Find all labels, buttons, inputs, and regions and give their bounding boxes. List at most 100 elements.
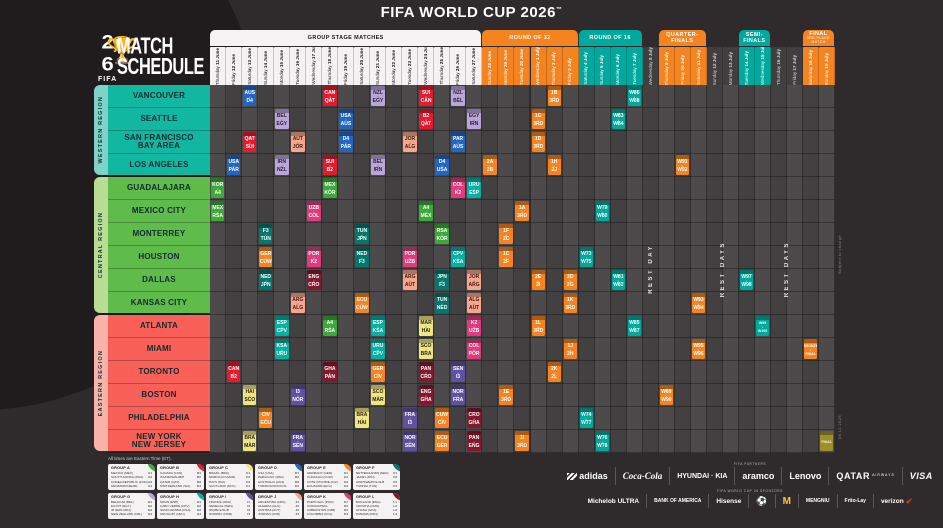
team-code-away: BEL [453, 98, 464, 105]
team-code-home: ESP [372, 319, 383, 326]
date-header-text: Monday 22 June [391, 50, 397, 85]
team-code-away: F3 [439, 282, 445, 289]
team-code-home: W89 [661, 388, 672, 395]
match-cell-usa-aus: USA v AUS [339, 109, 353, 130]
legend-card-group-g: GROUP G BELGIUM (BEL) G1 EGYPT (EGY) G2 IR IR… [108, 492, 155, 519]
versus-mark: v [216, 210, 219, 215]
grid-column [802, 85, 819, 453]
band-label-text: ROUND OF 16 [589, 34, 631, 41]
team-code-away: ALG [404, 144, 416, 151]
team-code-away: AUT [468, 305, 480, 312]
legend-team-row: SENEGAL (SEN) I2 [209, 503, 250, 508]
date-header-28-june: Sunday 28 June [482, 47, 499, 85]
team-code-away: 3RD [533, 121, 544, 128]
grid-column [754, 85, 771, 453]
band-label-r32: ROUND OF 32 [509, 35, 550, 41]
band-qf: QUARTER-FINALS [658, 30, 706, 46]
versus-mark: v [297, 141, 299, 146]
legend-team-row: NETHERLANDS (NED) F1 [356, 471, 397, 475]
versus-mark: v [745, 279, 748, 284]
date-header-text: Thursday 2 July [551, 51, 557, 85]
match-time-strip [259, 408, 273, 412]
fifa-partners-label: FIFA PARTNERS [733, 462, 767, 466]
date-header-text: Saturday 20 June [359, 48, 365, 85]
match-time-strip [243, 431, 257, 435]
match-cell-sen-i3: SEN v I3 [451, 362, 465, 383]
match-cell-arg-aut: ARG v AUT [403, 270, 417, 291]
fifa-26-trophy-mark: 2 🏆 6 FIFA [98, 30, 139, 83]
versus-mark: v [521, 210, 523, 215]
match-time-strip [419, 109, 433, 113]
versus-mark: v [265, 256, 267, 261]
versus-mark: v [585, 417, 588, 422]
versus-mark: v [473, 279, 475, 284]
versus-mark: v [633, 325, 636, 330]
team-code-home: 2A [486, 158, 494, 165]
team-code-away: UZB [404, 259, 416, 266]
match-cell-nor-fra: NOR v FRA [451, 385, 465, 406]
sponsor-area: FIFA PARTNERS adidas Coca-Cola HYUNDAI · K… [560, 462, 940, 508]
date-header-text: Tuesday 14 July [743, 50, 749, 85]
band-label-text: ROUND OF 32 [509, 34, 551, 41]
team-code-home: PAN [420, 365, 432, 372]
match-cell-cro-gha: CRO v GHA [467, 408, 481, 429]
grid-column [530, 85, 547, 453]
match-cell-1f-2c: 1F v 2C [499, 224, 513, 245]
city-row-dallas: DALLAS [108, 269, 210, 292]
versus-mark: v [377, 325, 379, 330]
team-code-home: MEX [324, 181, 336, 188]
grid-column [562, 85, 579, 453]
team-code-home: CAN [228, 365, 240, 372]
grid-column [242, 85, 259, 453]
grid-column [610, 85, 627, 453]
timezone-note: All times are Eastern Time (ET). [108, 456, 172, 461]
match-cell-a4-mex: A4 v MEX [419, 201, 433, 222]
match-cell-ned-f3: NED v F3 [355, 247, 369, 268]
match-time-strip [355, 408, 369, 412]
match-cell-d4-par: D4 v PAR [339, 132, 353, 153]
legend-color-wedge [245, 492, 253, 501]
team-code-home: TUN [436, 296, 448, 303]
versus-mark: v [441, 417, 443, 422]
versus-mark: v [377, 95, 379, 100]
city-column-eastern: ATLANTA MIAMI TORONTO BOSTON PHILADELPHIA NEW… [108, 315, 210, 453]
legend-team-row: GHANA (GHA) L3 [356, 508, 397, 513]
match-cell-ecu-cuw: ECU v CUW [355, 293, 369, 314]
date-header-11-july: Saturday 11 July [690, 47, 707, 85]
match-cell-w91-w92: W91 v W92 [675, 155, 690, 176]
team-code-home: NZL [453, 89, 463, 96]
date-header-text: Monday 29 June [503, 50, 509, 85]
match-cell-arg-alg: ARG v ALG [291, 293, 305, 314]
team-code-home: NED [356, 250, 368, 257]
match-cell-esp-cpv: ESP v CPV [275, 316, 289, 337]
team-code-away: EGY [372, 98, 384, 105]
match-cell-jpn-f3: JPN v F3 [435, 270, 449, 291]
team-code-away: 3RD [533, 328, 544, 335]
match-cell-eng-gha: ENG v GHA [419, 385, 433, 406]
date-header-text: Saturday 18 July [807, 49, 813, 85]
band-final: FINAL 3RD PLACE MATCH [802, 30, 834, 46]
grid-column [226, 85, 243, 453]
match-cell-2e-2i: 2E v 2I [531, 270, 545, 291]
match-time-strip [531, 109, 545, 113]
team-code-home: COL [468, 342, 480, 349]
city-row-guadalajara: GUADALAJARA [108, 177, 210, 200]
sponsor-aramco: aramco [735, 467, 783, 485]
team-code-home: 2E [535, 273, 542, 280]
versus-mark: v [473, 325, 475, 330]
date-header-16-july: Thursday 16 July [770, 47, 787, 85]
band-label-sf: SEMI-FINALS [739, 32, 770, 44]
band-sublabel: 3RD PLACE MATCH [806, 36, 830, 45]
date-header-12-july: Sunday 12 July [706, 47, 723, 85]
legend-group-title: GROUP D [258, 466, 278, 470]
match-cell-2d-2g: 2D v 2G [563, 270, 577, 291]
team-code-home: 1F [503, 227, 510, 234]
wc-sponsors-row: Michelob ULTRA BANK OF AMERICA Hisense ⚽ M ME… [560, 494, 940, 508]
team-code-away: RSA [324, 328, 336, 335]
match-time-strip [419, 201, 433, 205]
match-time-strip [531, 316, 545, 320]
versus-mark: v [345, 141, 347, 146]
legend-team-row: JAPAN (JPN) F2 [356, 475, 397, 480]
date-header-text: Saturday 4 July [583, 52, 589, 85]
team-code-home: W99 [758, 320, 767, 325]
